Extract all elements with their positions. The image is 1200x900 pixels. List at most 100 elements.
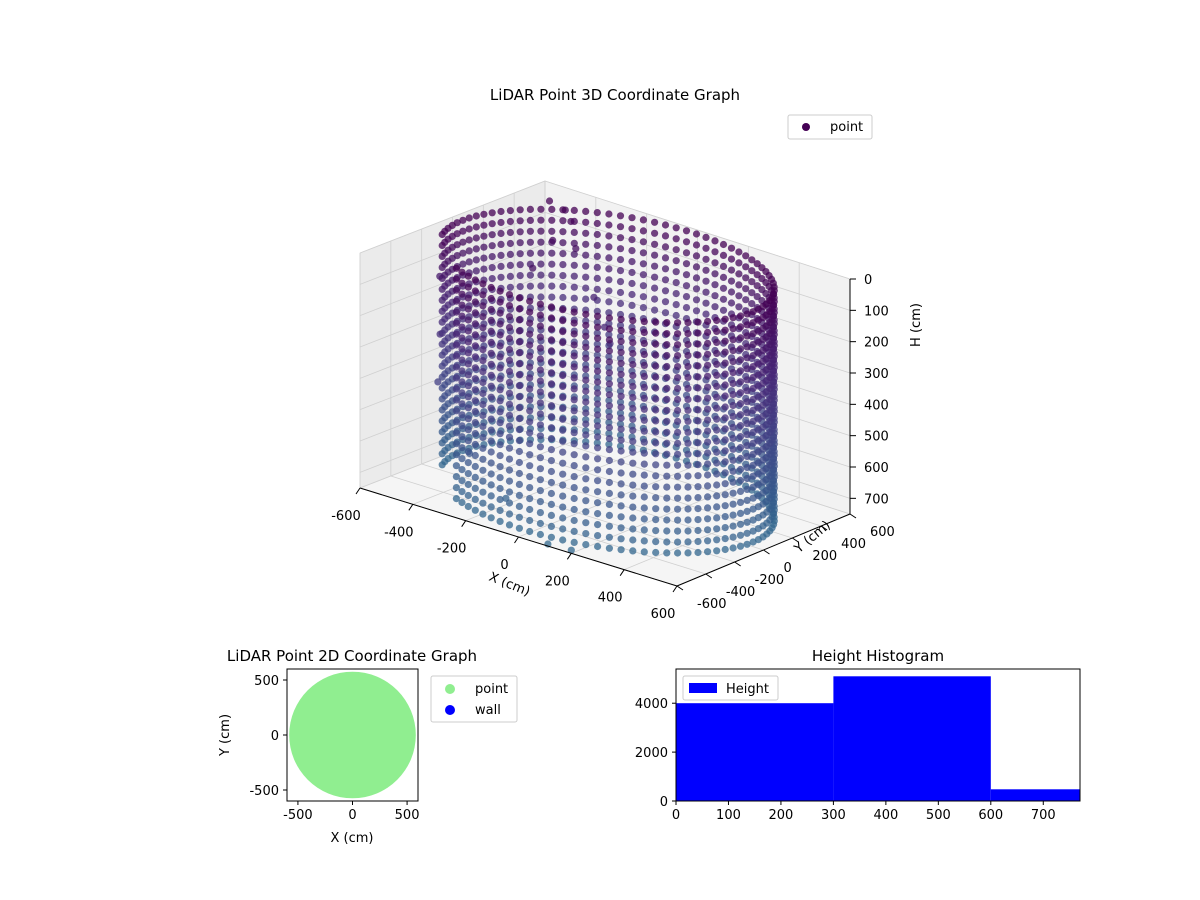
lidar-point (438, 417, 446, 425)
lidar-point (487, 426, 495, 434)
lidar-point (582, 420, 590, 428)
lidar-point (617, 513, 625, 521)
lidar-point (652, 417, 660, 425)
lidar-point (515, 371, 524, 379)
lidar-point (727, 255, 736, 263)
lidar-point (694, 406, 702, 414)
lidar-point (704, 548, 712, 556)
lidar-point (505, 433, 514, 441)
lidar-point (727, 266, 736, 274)
lidar-point (616, 256, 625, 264)
lidar-point (605, 500, 614, 508)
lidar-point (684, 351, 692, 360)
lidar-point (663, 373, 671, 382)
lidar-point (471, 342, 479, 350)
grid-left-z (359, 305, 546, 379)
lidar-point (663, 527, 671, 535)
lidar-point (570, 228, 578, 236)
lidar-point (458, 290, 466, 298)
lidar-point (464, 305, 472, 313)
lidar-point (438, 230, 446, 239)
lidar-point (594, 499, 602, 507)
lidar-point (458, 422, 466, 430)
lidar-point (605, 489, 614, 497)
lidar-point (505, 334, 514, 343)
lidar-point (684, 340, 692, 349)
lidar-point (753, 293, 761, 301)
lidar-point (721, 370, 729, 378)
lidar-point (496, 430, 504, 438)
lidar-point (684, 373, 692, 381)
lidar-point (729, 511, 737, 519)
lidar-point (582, 218, 590, 226)
lidar-point (559, 437, 567, 445)
lidar-point (742, 296, 750, 304)
lidar-point (629, 503, 637, 511)
lidar-point (479, 280, 487, 288)
lidar-point (736, 509, 745, 517)
lidar-point (605, 418, 613, 426)
lidar-point (743, 529, 751, 537)
lidar-point (526, 396, 534, 404)
lidar-point (694, 329, 702, 337)
lidar-point (548, 216, 556, 224)
lidar-point (526, 516, 534, 525)
lidar-point (651, 229, 659, 237)
histogram-bars (676, 676, 1080, 801)
lidar-point (505, 378, 514, 386)
lidar-point (721, 447, 729, 455)
lidar-point (537, 271, 545, 279)
lidar-point (605, 314, 614, 322)
lidar-point (594, 433, 602, 441)
y-tick-3d (734, 561, 741, 567)
y-tick-label-2d: 500 (254, 674, 279, 689)
lidar-point (704, 383, 712, 391)
lidar-point (471, 419, 479, 427)
lidar-point (570, 250, 578, 258)
lidar-point (672, 290, 680, 298)
lidar-point (617, 414, 625, 422)
lidar-point (526, 451, 534, 459)
lidar-point (713, 426, 721, 434)
lidar-point (526, 495, 534, 503)
lidar-point (721, 337, 729, 345)
lidar-point (547, 424, 556, 432)
x-tick-label-2d: 500 (395, 808, 420, 823)
lidar-point (496, 298, 504, 306)
lidar-point (652, 461, 660, 469)
lidar-point (479, 499, 487, 507)
lidar-point (536, 465, 545, 473)
lidar-point (479, 477, 487, 485)
lidar-point (515, 437, 524, 445)
lidar-point (506, 250, 514, 258)
lidar-point (617, 546, 625, 554)
legend-3d-label-point: point (830, 120, 863, 135)
lidar-point (438, 461, 446, 469)
lidar-point (559, 261, 567, 269)
lidar-point (582, 453, 590, 461)
lidar-point (736, 542, 745, 550)
lidar-point (505, 400, 514, 408)
lidar-point (749, 538, 757, 546)
lidar-point (505, 323, 514, 332)
lidar-point (537, 282, 545, 290)
legend-histogram-label: Height (726, 682, 769, 697)
lidar-point (536, 498, 545, 506)
lidar-point (465, 258, 473, 266)
lidar-point (582, 530, 590, 538)
lidar-point (713, 404, 721, 412)
lidar-point (536, 487, 545, 495)
y-tick-label-hist: 4000 (635, 697, 668, 712)
lidar-point (639, 238, 648, 246)
lidar-point (684, 549, 692, 557)
lidar-point (593, 252, 601, 260)
lidar-point (753, 260, 761, 268)
lidar-point (506, 283, 514, 291)
lidar-point (582, 431, 590, 439)
lidar-point (547, 446, 556, 454)
lidar-point (471, 331, 479, 339)
lidar-point (515, 502, 524, 510)
lidar-point (537, 227, 545, 235)
lidar-point (694, 494, 702, 502)
lidar-point (487, 492, 495, 500)
